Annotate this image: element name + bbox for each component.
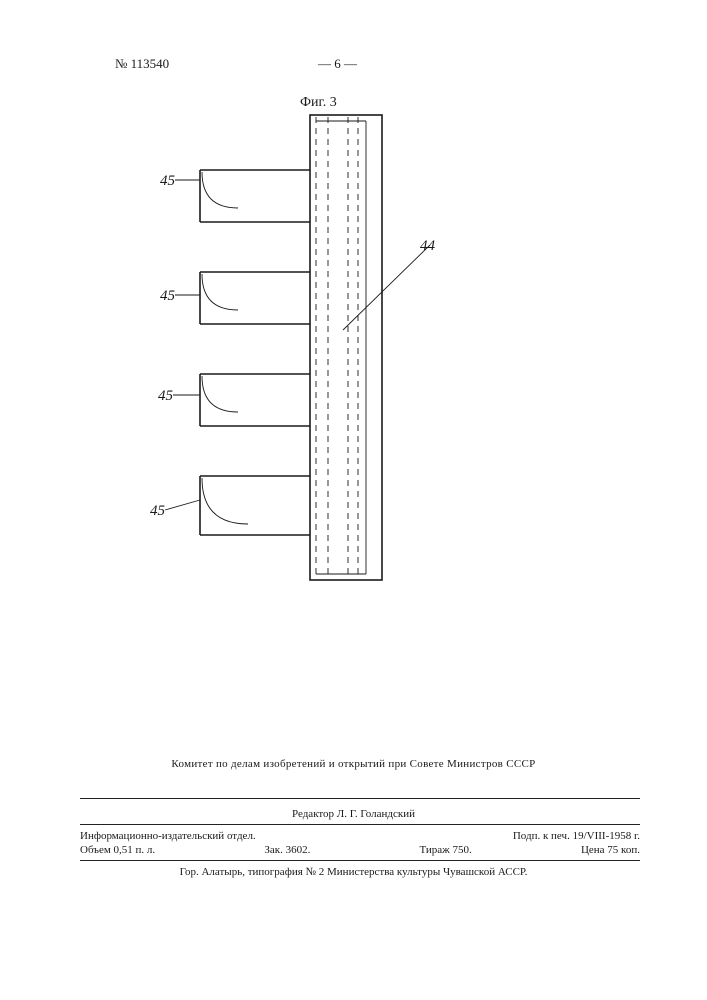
divider bbox=[80, 860, 640, 861]
editor-text: Редактор Л. Г. Голандский bbox=[0, 808, 707, 820]
order-number: Зак. 3602. bbox=[264, 844, 310, 856]
divider bbox=[80, 798, 640, 799]
page-number: — 6 — bbox=[318, 56, 357, 72]
document-number: № 113540 bbox=[115, 56, 169, 72]
volume: Объем 0,51 п. л. bbox=[80, 844, 155, 856]
svg-text:45: 45 bbox=[160, 173, 176, 189]
svg-text:45: 45 bbox=[150, 503, 166, 519]
publisher-dept: Информационно-издательский отдел. bbox=[80, 830, 256, 842]
svg-text:45: 45 bbox=[158, 388, 174, 404]
price: Цена 75 коп. bbox=[581, 844, 640, 856]
svg-text:44: 44 bbox=[420, 238, 436, 254]
print-date: Подп. к печ. 19/VIII-1958 г. bbox=[513, 830, 640, 842]
committee-text: Комитет по делам изобретений и открытий … bbox=[0, 758, 707, 770]
figure-3-diagram: 45 45 45 45 44 bbox=[100, 100, 560, 670]
svg-text:45: 45 bbox=[160, 288, 176, 304]
divider bbox=[80, 824, 640, 825]
imprint-row-2: Объем 0,51 п. л. Зак. 3602. Тираж 750. Ц… bbox=[80, 844, 640, 856]
print-run: Тираж 750. bbox=[419, 844, 471, 856]
imprint-row-1: Информационно-издательский отдел. Подп. … bbox=[80, 830, 640, 842]
printer-text: Гор. Алатырь, типография № 2 Министерств… bbox=[0, 866, 707, 878]
page: № 113540 — 6 — Фиг. 3 4545454544 Комитет… bbox=[0, 0, 707, 1000]
